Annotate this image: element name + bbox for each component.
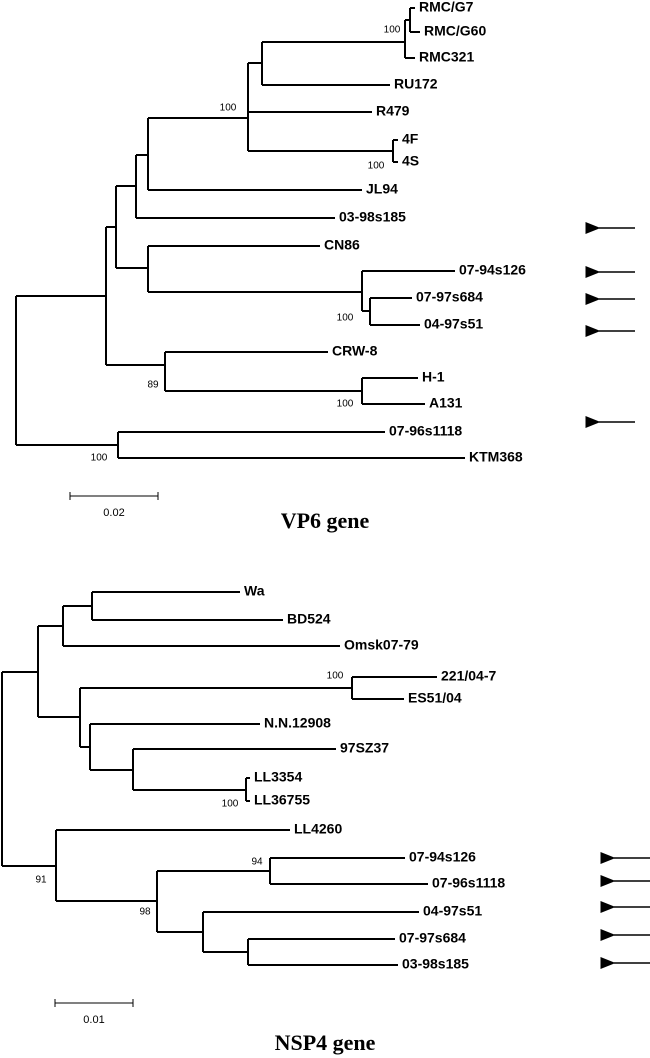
leaf-label: BD524 — [287, 611, 331, 627]
leaf-label: CN86 — [324, 237, 360, 253]
leaf-label: 03-98s185 — [402, 956, 469, 972]
leaf-label: KTM368 — [469, 449, 523, 465]
bootstrap-value: 100 — [337, 313, 354, 324]
leaf-label: LL36755 — [254, 792, 310, 808]
leaf-label: R479 — [376, 103, 410, 119]
scale-label: 0.01 — [83, 1014, 104, 1026]
leaf-label: LL3354 — [254, 769, 302, 785]
leaf-label: RMC321 — [419, 49, 474, 65]
leaf-label: 07-96s1118 — [432, 875, 505, 891]
bootstrap-value: 100 — [222, 799, 239, 810]
leaf-label: Omsk07-79 — [344, 637, 419, 653]
leaf-label: 4S — [402, 153, 419, 169]
bootstrap-value: 98 — [139, 907, 151, 918]
leaf-label: Wa — [244, 583, 265, 599]
leaf-label: N.N.12908 — [264, 715, 331, 731]
bootstrap-value: 100 — [337, 399, 354, 410]
leaf-label: 97SZ37 — [340, 740, 389, 756]
bootstrap-value: 100 — [327, 671, 344, 682]
leaf-label: CRW-8 — [332, 343, 378, 359]
leaf-label: 07-94s126 — [409, 849, 476, 865]
bootstrap-value: 100 — [368, 161, 385, 172]
bootstrap-value: 100 — [220, 103, 237, 114]
leaf-label: RMC/G7 — [419, 0, 474, 15]
leaf-label: 07-97s684 — [416, 289, 483, 305]
leaf-label: RU172 — [394, 76, 438, 92]
leaf-label: A131 — [429, 395, 463, 411]
leaf-label: 07-94s126 — [459, 262, 526, 278]
scale-label: 0.02 — [103, 507, 124, 519]
tree-title: NSP4 gene — [275, 1030, 376, 1055]
leaf-label: JL94 — [366, 181, 398, 197]
bootstrap-value: 89 — [147, 380, 159, 391]
leaf-label: ES51/04 — [408, 690, 462, 706]
tree-title: VP6 gene — [281, 508, 370, 533]
bootstrap-value: 94 — [251, 857, 263, 868]
leaf-label: 221/04-7 — [441, 668, 496, 684]
leaf-label: 07-97s684 — [399, 930, 466, 946]
leaf-label: RMC/G60 — [424, 23, 486, 39]
leaf-label: 04-97s51 — [423, 903, 482, 919]
bootstrap-value: 91 — [35, 875, 47, 886]
leaf-label: H-1 — [422, 369, 445, 385]
leaf-label: 04-97s51 — [424, 316, 483, 332]
leaf-label: 07-96s1118 — [389, 423, 462, 439]
bootstrap-value: 100 — [91, 453, 108, 464]
bootstrap-value: 100 — [384, 25, 401, 36]
leaf-label: 4F — [402, 131, 419, 147]
leaf-label: 03-98s185 — [339, 209, 406, 225]
leaf-label: LL4260 — [294, 821, 342, 837]
